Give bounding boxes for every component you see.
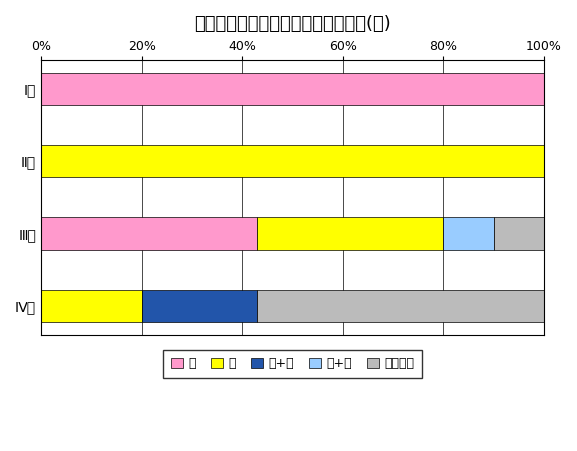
Bar xyxy=(41,217,257,250)
Bar xyxy=(257,290,544,322)
Bar xyxy=(141,290,257,322)
Bar xyxy=(444,217,494,250)
Legend: 手, 薬, 放+薬, 薬+他, 治療なし: 手, 薬, 放+薬, 薬+他, 治療なし xyxy=(163,350,422,378)
Title: 治療前ステージ別・治療方法の割合(肝): 治療前ステージ別・治療方法の割合(肝) xyxy=(194,15,391,33)
Bar xyxy=(41,290,141,322)
Bar xyxy=(41,145,544,177)
Bar xyxy=(494,217,544,250)
Bar xyxy=(41,73,544,105)
Bar xyxy=(257,217,444,250)
